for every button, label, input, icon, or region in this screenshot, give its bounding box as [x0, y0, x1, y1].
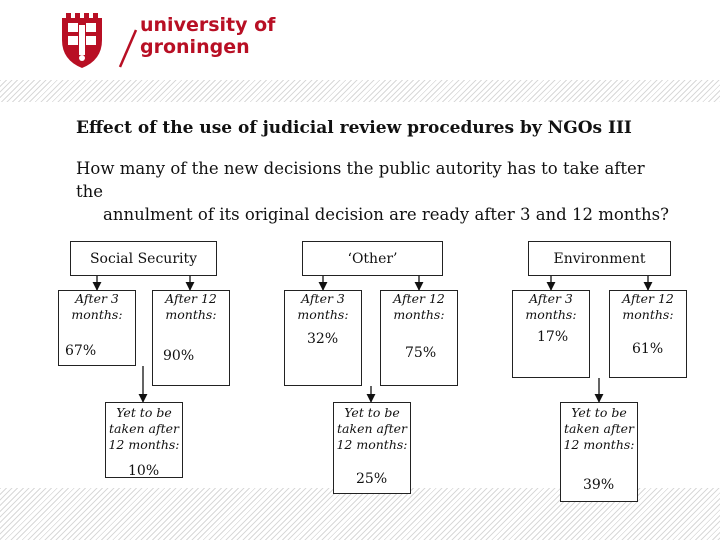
- wordmark-line1: university of: [140, 14, 276, 36]
- after3-box-environment: After 3 months: 17%: [512, 290, 590, 378]
- after3-label: After 3 months:: [71, 291, 123, 322]
- category-other: ‘Other’: [302, 241, 443, 276]
- after12-percent: 61%: [632, 341, 664, 357]
- after3-percent: 32%: [307, 331, 339, 347]
- after3-percent: 17%: [537, 329, 569, 345]
- yet-box-other: Yet to be taken after 12 months: 25%: [333, 402, 411, 494]
- after3-label: After 3 months:: [525, 291, 577, 322]
- question-line1: How many of the new decisions the public…: [76, 159, 645, 201]
- yet-box-environment: Yet to be taken after 12 months: 39%: [560, 402, 638, 502]
- after12-label: After 12 months:: [393, 291, 445, 322]
- university-logo-icon: [62, 13, 138, 68]
- research-question: How many of the new decisions the public…: [76, 157, 676, 226]
- after12-box-social-security: After 12 months: 90%: [152, 290, 230, 386]
- top-hatch-band: [0, 80, 720, 102]
- after12-percent: 75%: [405, 345, 437, 361]
- after12-percent: 90%: [163, 348, 195, 364]
- university-wordmark: university of groningen: [140, 14, 275, 58]
- after12-label: After 12 months:: [622, 291, 674, 322]
- yet-label: Yet to be taken after 12 months:: [336, 405, 408, 452]
- category-social-security: Social Security: [70, 241, 217, 276]
- yet-label: Yet to be taken after 12 months:: [563, 405, 635, 452]
- after3-percent: 67%: [65, 343, 97, 359]
- question-line2: annulment of its original decision are r…: [103, 205, 669, 224]
- after12-label: After 12 months:: [165, 291, 217, 322]
- wordmark-line2: groningen: [140, 36, 250, 58]
- yet-box-social-security: Yet to be taken after 12 months: 10%: [105, 402, 183, 479]
- after12-box-environment: After 12 months: 61%: [609, 290, 687, 378]
- after12-box-other: After 12 months: 75%: [380, 290, 458, 386]
- after3-box-other: After 3 months: 32%: [284, 290, 362, 386]
- after3-label: After 3 months:: [297, 291, 349, 322]
- yet-percent: 10%: [128, 463, 160, 479]
- yet-label: Yet to be taken after 12 months:: [108, 405, 180, 452]
- category-environment: Environment: [528, 241, 671, 276]
- yet-percent: 39%: [583, 477, 615, 493]
- after3-box-social-security: After 3 months: 67%: [58, 290, 136, 366]
- yet-percent: 25%: [356, 471, 388, 487]
- slide-title: Effect of the use of judicial review pro…: [76, 118, 632, 138]
